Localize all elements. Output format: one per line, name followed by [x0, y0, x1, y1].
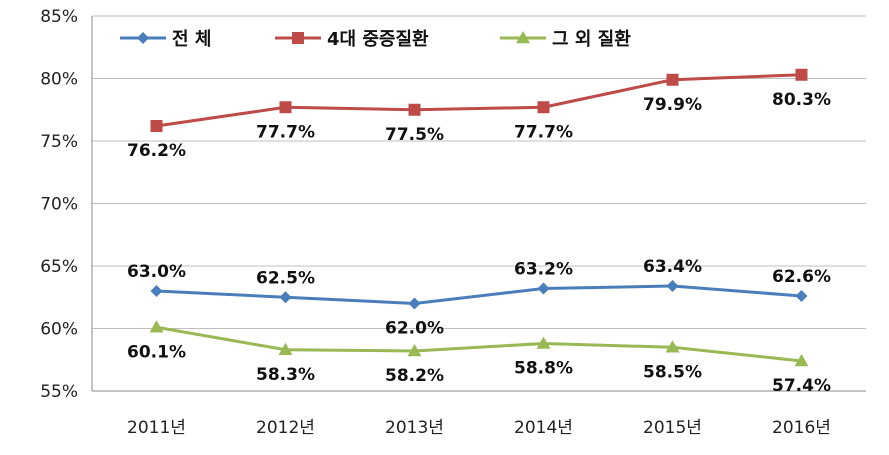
data-label: 63.0% [127, 262, 186, 282]
y-tick-label: 60% [40, 320, 78, 340]
data-label: 62.6% [772, 267, 831, 287]
data-label: 57.4% [772, 376, 831, 396]
y-tick-label: 85% [40, 7, 78, 27]
data-label: 58.5% [643, 362, 702, 382]
series-line [156, 73, 802, 128]
data-point-triangle [149, 320, 164, 333]
data-point-diamond [408, 297, 421, 310]
data-label: 58.8% [514, 359, 573, 379]
x-tick-label: 2013년 [385, 418, 444, 438]
data-label: 58.2% [385, 366, 444, 386]
data-point-triangle [278, 342, 293, 355]
data-point-diamond [150, 285, 163, 297]
data-point-square [292, 32, 304, 44]
data-point-diamond [137, 32, 149, 44]
series-line [156, 284, 802, 305]
data-point-triangle [407, 344, 422, 357]
data-point-diamond [666, 280, 679, 292]
data-point-square [150, 120, 163, 132]
y-tick-label: 65% [40, 257, 78, 277]
legend: 전 체 4대 중증질환 그 외 질환 [120, 28, 631, 50]
x-tick-label: 2016년 [772, 418, 831, 438]
data-label: 80.3% [772, 90, 831, 110]
y-tick-label: 70% [40, 195, 78, 215]
data-label: 77.7% [514, 122, 573, 142]
data-point-diamond [279, 291, 292, 304]
data-label: 63.2% [514, 260, 573, 280]
data-point-square [279, 101, 292, 114]
data-label: 77.5% [385, 125, 444, 145]
y-tick-label: 75% [40, 132, 78, 152]
legend-label: 전 체 [172, 29, 211, 50]
series-line [156, 325, 802, 363]
data-point-triangle [516, 31, 530, 44]
legend-label: 4대 중증질환 [327, 28, 429, 50]
data-label: 58.3% [256, 365, 315, 385]
x-tick-label: 2014년 [514, 418, 573, 438]
data-point-diamond [537, 282, 550, 295]
x-tick-label: 2012년 [256, 418, 315, 438]
data-label: 62.0% [385, 319, 444, 339]
data-point-triangle [536, 336, 551, 349]
data-label: 76.2% [127, 141, 186, 161]
y-tick-label: 55% [40, 382, 78, 402]
data-point-triangle [665, 340, 680, 353]
x-axis-ticks: 2011년 2012년 2013년 2014년 2015년 2016년 [127, 418, 831, 438]
legend-label: 그 외 질환 [552, 28, 631, 50]
data-labels: 63.0% 62.5% 62.0% 63.2% 63.4% 62.6% 76.2% 77.7%… [127, 90, 831, 396]
data-label: 62.5% [256, 268, 315, 288]
data-point-square [795, 68, 808, 81]
data-point-triangle [794, 354, 809, 367]
y-tick-label: 80% [40, 70, 78, 90]
data-point-square [666, 73, 679, 86]
x-tick-label: 2011년 [127, 418, 186, 438]
series-group [149, 68, 809, 367]
axes [91, 16, 866, 392]
data-label: 63.4% [643, 257, 702, 277]
data-label: 77.7% [256, 122, 315, 142]
data-point-diamond [795, 290, 808, 302]
data-point-square [408, 103, 421, 116]
data-point-square [537, 101, 550, 114]
data-label: 60.1% [127, 342, 186, 362]
x-tick-label: 2015년 [643, 418, 702, 438]
y-axis-ticks: 55% 60% 65% 70% 75% 80% 85% [40, 7, 78, 402]
gridlines [92, 15, 866, 329]
data-label: 79.9% [643, 95, 702, 115]
